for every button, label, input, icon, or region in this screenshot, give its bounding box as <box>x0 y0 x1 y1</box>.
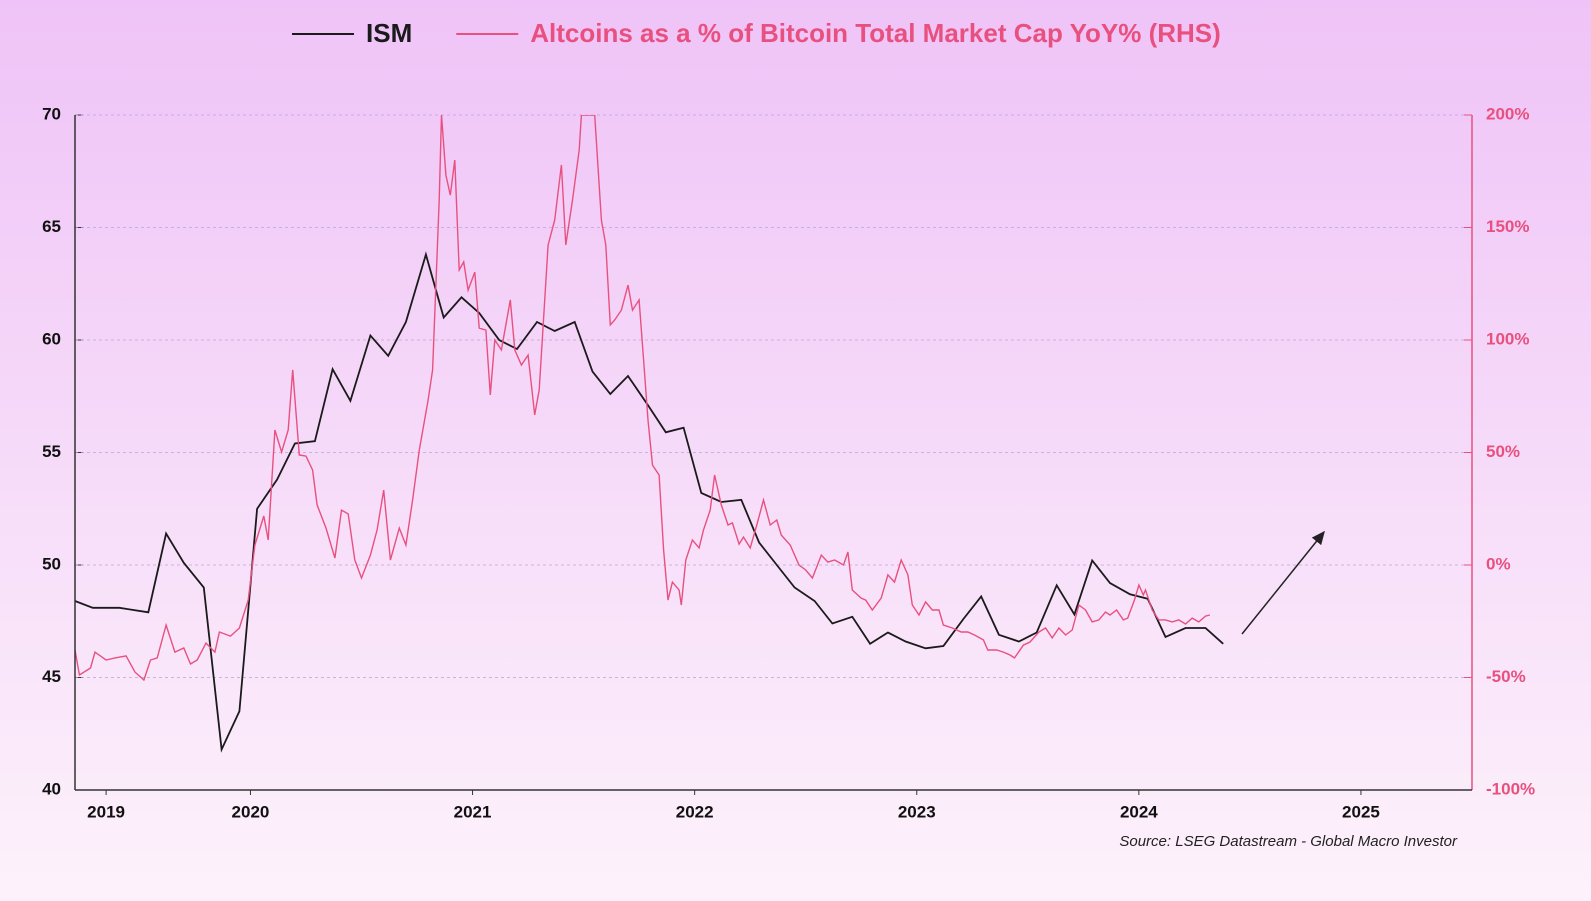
y2-tick-label: -100% <box>1486 779 1535 798</box>
x-tick-label: 2025 <box>1342 802 1380 821</box>
y-tick-label: 65 <box>42 217 61 236</box>
x-tick-label: 2021 <box>454 802 492 821</box>
x-tick-label: 2022 <box>676 802 714 821</box>
legend-label: Altcoins as a % of Bitcoin Total Market … <box>530 18 1221 48</box>
y2-tick-label: 100% <box>1486 329 1529 348</box>
x-tick-label: 2024 <box>1120 802 1158 821</box>
x-tick-label: 2019 <box>87 802 125 821</box>
legend-label: ISM <box>366 18 412 48</box>
y-tick-label: 70 <box>42 104 61 123</box>
y2-tick-label: 50% <box>1486 442 1520 461</box>
y2-tick-label: 200% <box>1486 104 1529 123</box>
y-tick-label: 55 <box>42 442 61 461</box>
x-tick-label: 2020 <box>232 802 270 821</box>
y-tick-label: 60 <box>42 329 61 348</box>
y2-tick-label: 150% <box>1486 217 1529 236</box>
series-line <box>75 115 1211 682</box>
y2-tick-label: 0% <box>1486 554 1511 573</box>
y2-tick-label: -50% <box>1486 667 1526 686</box>
source: Source: LSEG Datastream - Global Macro I… <box>1119 833 1458 850</box>
series-line <box>75 251 1224 753</box>
y-tick-label: 50 <box>42 554 61 573</box>
trend-arrow <box>1241 530 1325 635</box>
y-tick-label: 45 <box>42 667 61 686</box>
y-tick-label: 40 <box>42 779 61 798</box>
x-tick-label: 2023 <box>898 802 936 821</box>
